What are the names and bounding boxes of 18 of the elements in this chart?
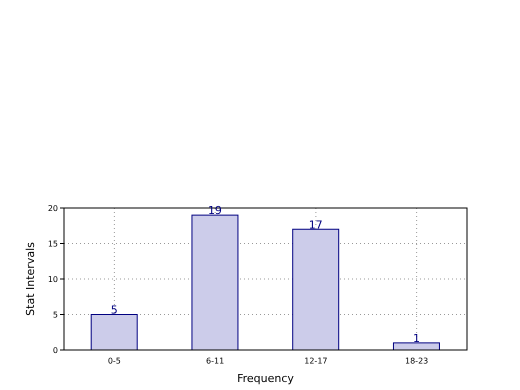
x-tick-label: 6-11 [206,356,224,366]
bar [90,314,138,350]
data-label: 5 [110,304,118,316]
data-label: 1 [412,332,420,345]
x-tick-label: 0-5 [108,356,121,366]
x-tick-label: 12-17 [304,356,328,366]
y-tick-label: 20 [48,204,58,213]
bar [191,214,238,350]
y-tick-label: 5 [52,310,58,320]
bar [392,342,440,350]
y-tick-label: 15 [48,239,58,248]
y-tick-label: 0 [52,346,58,355]
data-label: 17 [308,218,323,232]
x-axis-title: Frequency [237,372,294,385]
y-axis-title: Stat Intervals [24,242,37,316]
bar [292,228,340,350]
x-tick-label: 18-23 [405,356,428,366]
y-tick-label: 10 [48,274,58,284]
